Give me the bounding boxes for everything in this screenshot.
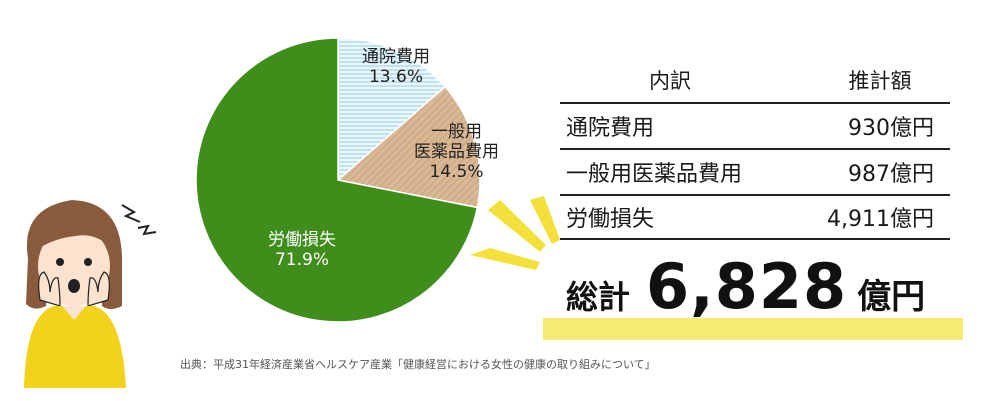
surprise-marks (121, 204, 157, 236)
row-category: 労働損失 (566, 207, 655, 232)
source-citation: 出典：平成31年経済産業省ヘルスケア産業「健康経営における女性の健康の取り組みに… (180, 358, 656, 371)
total-label: 総計 (566, 278, 631, 316)
slice-label-commute: 通院費用 13.6% (362, 47, 430, 87)
row-value: 987億円 (848, 162, 934, 187)
table-row: 通院費用 930億円 (560, 102, 950, 148)
row-category: 一般用医薬品費用 (566, 162, 743, 187)
slice-label-labor: 労働損失 71.9% (268, 230, 336, 270)
emphasis-burst (470, 196, 560, 270)
total-highlight-band (543, 318, 963, 340)
pie-slice-otc (336, 85, 481, 209)
row-category: 通院費用 (566, 116, 655, 141)
pie-slice-commute (337, 37, 447, 182)
total-value: 6,828 (646, 250, 848, 323)
header-value: 推計額 (848, 69, 912, 93)
row-value: 930億円 (848, 116, 934, 141)
pie-slice-labor (195, 37, 479, 323)
breakdown-table: 内訳 推計額 通院費用 930億円 一般用医薬品費用 987億円 労働損失 4,… (560, 58, 950, 240)
table-row: 一般用医薬品費用 987億円 (560, 148, 950, 194)
row-value: 4,911億円 (827, 207, 934, 232)
surprised-woman-illustration (24, 200, 126, 388)
header-category: 内訳 (649, 69, 691, 93)
total-unit: 億円 (857, 277, 926, 317)
table-header: 内訳 推計額 (560, 58, 950, 102)
grand-total: 総計 6,828 億円 (566, 250, 925, 323)
slice-label-otc: 一般用 医薬品費用 14.5% (414, 122, 499, 182)
table-row: 労働損失 4,911億円 (560, 194, 950, 240)
